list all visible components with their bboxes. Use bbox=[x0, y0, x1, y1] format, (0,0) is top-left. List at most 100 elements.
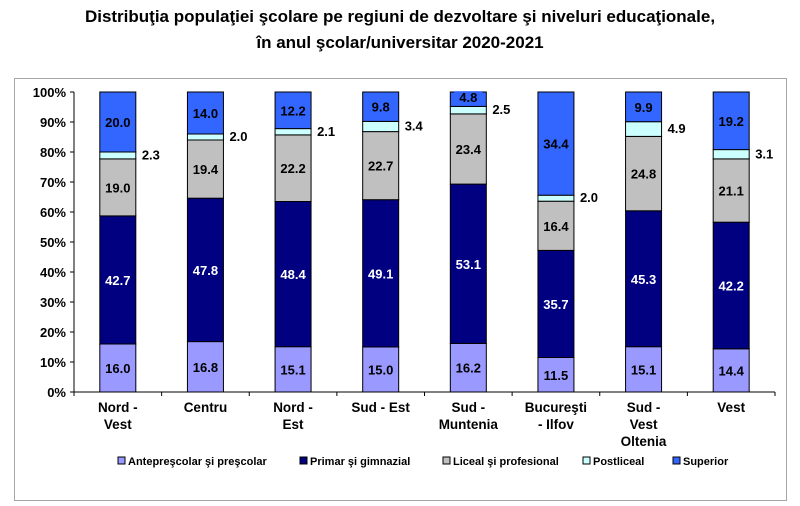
x-category-label: Sud - Est bbox=[351, 400, 410, 415]
bar-segment bbox=[274, 128, 312, 136]
data-label-background bbox=[717, 184, 746, 199]
x-category-label: Oltenia bbox=[621, 434, 667, 449]
data-label: 22.7 bbox=[368, 159, 393, 174]
x-category-label: - Ilfov bbox=[538, 417, 574, 432]
y-tick-label: 30% bbox=[40, 295, 66, 310]
bar-segment bbox=[362, 120, 400, 133]
legend-label: Superior bbox=[683, 456, 729, 468]
data-label-background bbox=[191, 107, 220, 121]
data-label: 2.0 bbox=[229, 129, 247, 144]
bar-segment bbox=[712, 221, 750, 350]
x-category-label: Nord - bbox=[98, 400, 138, 415]
data-label: 19.2 bbox=[719, 114, 744, 129]
data-label-background bbox=[279, 363, 308, 378]
legend-label: Antepreşcolar şi preşcolar bbox=[128, 456, 268, 468]
data-label: 4.9 bbox=[668, 121, 686, 136]
legend-label: Postliceal bbox=[593, 456, 644, 468]
data-label: 24.8 bbox=[631, 167, 656, 182]
bar-segment bbox=[99, 151, 137, 160]
legend-swatch bbox=[299, 456, 308, 465]
x-category-label: Bucureşti bbox=[525, 400, 587, 415]
x-category-label: Centru bbox=[184, 400, 228, 415]
data-label-background bbox=[191, 360, 220, 375]
x-category-label: Vest bbox=[630, 417, 658, 432]
data-label-background bbox=[717, 364, 746, 379]
data-label: 9.8 bbox=[372, 100, 390, 115]
data-label: 2.1 bbox=[317, 124, 335, 139]
data-label: 16.4 bbox=[543, 219, 569, 234]
data-label: 15.1 bbox=[280, 362, 305, 377]
data-label-background bbox=[629, 100, 658, 115]
data-label: 2.0 bbox=[580, 190, 598, 205]
data-label-background bbox=[366, 100, 395, 115]
data-label: 2.3 bbox=[142, 147, 160, 162]
data-label-background bbox=[454, 91, 483, 106]
data-label: 19.0 bbox=[105, 180, 130, 195]
bar-segment bbox=[625, 121, 663, 137]
x-category-label: Est bbox=[283, 417, 305, 432]
data-label: 42.7 bbox=[105, 273, 130, 288]
data-label: 15.0 bbox=[368, 363, 393, 378]
data-label: 15.1 bbox=[631, 362, 656, 377]
bar-segment bbox=[186, 197, 224, 343]
data-label: 12.2 bbox=[280, 103, 305, 118]
chart-title-line-2: în anul şcolar/universitar 2020-2021 bbox=[256, 33, 544, 52]
x-category-label: Nord - bbox=[273, 400, 313, 415]
bar-segment bbox=[712, 149, 750, 160]
x-category-label: Sud - bbox=[451, 400, 485, 415]
y-tick-label: 40% bbox=[40, 265, 66, 280]
data-label: 4.8 bbox=[459, 90, 477, 105]
y-tick-label: 60% bbox=[40, 205, 66, 220]
data-label: 21.1 bbox=[719, 184, 744, 199]
legend-label: Liceal şi profesional bbox=[453, 456, 559, 468]
data-label: 20.0 bbox=[105, 115, 130, 130]
bar-segment bbox=[449, 105, 487, 115]
x-category-label: Sud - bbox=[627, 400, 661, 415]
data-label: 45.3 bbox=[631, 272, 656, 287]
data-label: 3.1 bbox=[755, 146, 773, 161]
y-tick-label: 90% bbox=[40, 115, 66, 130]
data-label-background bbox=[541, 219, 570, 234]
data-label-background bbox=[366, 363, 395, 378]
y-tick-label: 80% bbox=[40, 145, 66, 160]
data-label: 19.4 bbox=[193, 162, 219, 177]
data-label: 49.1 bbox=[368, 266, 393, 281]
bar-segment bbox=[186, 133, 224, 141]
data-label-background bbox=[103, 181, 132, 196]
y-tick-label: 10% bbox=[40, 355, 66, 370]
data-label: 16.8 bbox=[193, 360, 218, 375]
data-label-background bbox=[454, 143, 483, 157]
legend-swatch bbox=[672, 456, 681, 465]
bar-segment bbox=[537, 194, 575, 202]
data-label-background bbox=[191, 163, 220, 178]
data-label-background bbox=[717, 114, 746, 129]
bar-segment bbox=[449, 183, 487, 344]
data-label: 42.2 bbox=[719, 279, 744, 294]
data-label-background bbox=[103, 116, 132, 130]
data-label-background bbox=[279, 162, 308, 177]
data-label-background bbox=[629, 363, 658, 378]
legend-label: Primar şi gimnazial bbox=[310, 456, 410, 468]
chart-title-line-1: Distribuţia populaţiei şcolare pe regiun… bbox=[84, 7, 716, 26]
x-category-label: Vest bbox=[717, 400, 745, 415]
data-label: 16.0 bbox=[105, 361, 130, 376]
data-label-background bbox=[103, 362, 132, 376]
y-tick-label: 70% bbox=[40, 175, 66, 190]
legend-swatch bbox=[117, 456, 126, 465]
data-label: 2.5 bbox=[492, 102, 510, 117]
data-label-background bbox=[279, 104, 308, 119]
x-category-label: Vest bbox=[104, 417, 132, 432]
data-label: 23.4 bbox=[456, 142, 482, 157]
data-label-background bbox=[454, 361, 483, 376]
data-label: 9.9 bbox=[635, 100, 653, 115]
y-tick-label: 50% bbox=[40, 235, 66, 250]
bar-segment bbox=[362, 199, 400, 348]
data-label: 48.4 bbox=[280, 267, 306, 282]
chart-frame bbox=[14, 78, 787, 501]
y-tick-label: 100% bbox=[33, 85, 67, 100]
legend-swatch bbox=[582, 456, 591, 465]
data-label: 34.4 bbox=[543, 137, 569, 152]
data-label: 14.0 bbox=[193, 106, 218, 121]
y-tick-label: 20% bbox=[40, 325, 66, 340]
